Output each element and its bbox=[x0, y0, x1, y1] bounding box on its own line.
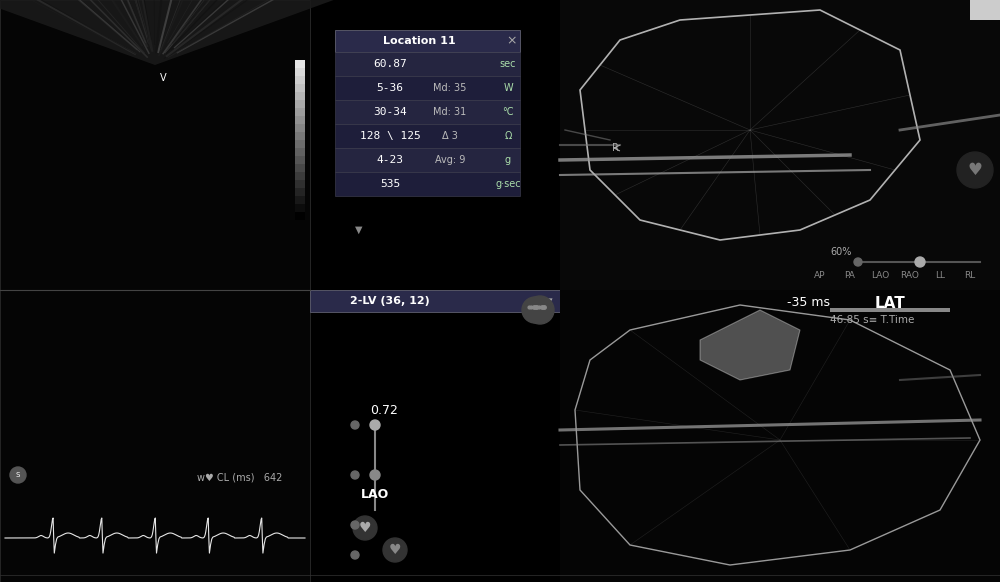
Text: Ω: Ω bbox=[504, 131, 512, 141]
Bar bbox=[295, 140, 305, 148]
Circle shape bbox=[370, 420, 380, 430]
Bar bbox=[295, 100, 305, 108]
Circle shape bbox=[351, 471, 359, 479]
Bar bbox=[295, 76, 305, 84]
Bar bbox=[295, 196, 305, 204]
Text: w♥ CL (ms)   642: w♥ CL (ms) 642 bbox=[197, 472, 283, 482]
Circle shape bbox=[10, 467, 26, 483]
Bar bbox=[335, 124, 520, 148]
Bar bbox=[335, 52, 520, 76]
Text: RAO: RAO bbox=[901, 271, 919, 279]
Text: Location 11: Location 11 bbox=[383, 36, 456, 46]
Bar bbox=[335, 100, 520, 124]
Text: ▾: ▾ bbox=[547, 296, 553, 306]
Text: 60%: 60% bbox=[830, 247, 851, 257]
Circle shape bbox=[383, 538, 407, 562]
Bar bbox=[830, 308, 950, 312]
Bar bbox=[295, 116, 305, 124]
Bar bbox=[295, 108, 305, 116]
Bar bbox=[335, 76, 520, 100]
Bar bbox=[560, 0, 1000, 290]
Bar bbox=[335, 172, 520, 196]
Bar bbox=[335, 30, 520, 52]
Bar bbox=[295, 212, 305, 220]
Circle shape bbox=[522, 297, 548, 323]
Text: PA: PA bbox=[845, 271, 855, 279]
Text: LAO: LAO bbox=[871, 271, 889, 279]
Text: Md: 31: Md: 31 bbox=[433, 107, 467, 117]
Circle shape bbox=[353, 516, 377, 540]
Text: LL: LL bbox=[935, 271, 945, 279]
Text: V: V bbox=[160, 73, 166, 83]
Text: LAO: LAO bbox=[361, 488, 389, 502]
Text: ▼: ▼ bbox=[355, 225, 362, 235]
Bar bbox=[295, 156, 305, 164]
Bar bbox=[295, 124, 305, 132]
Text: 30-34: 30-34 bbox=[373, 107, 407, 117]
Text: sec: sec bbox=[500, 59, 516, 69]
Bar bbox=[970, 0, 1000, 20]
Circle shape bbox=[351, 421, 359, 429]
Bar bbox=[295, 172, 305, 180]
Text: ♥: ♥ bbox=[389, 543, 401, 557]
Text: ♥: ♥ bbox=[968, 161, 982, 179]
Bar bbox=[295, 164, 305, 172]
Bar bbox=[310, 290, 560, 312]
Polygon shape bbox=[700, 310, 800, 380]
Circle shape bbox=[370, 470, 380, 480]
Bar bbox=[295, 92, 305, 100]
Text: 535: 535 bbox=[380, 179, 400, 189]
Bar bbox=[0, 0, 310, 582]
Circle shape bbox=[854, 258, 862, 266]
Text: 2-LV (36, 12): 2-LV (36, 12) bbox=[350, 296, 430, 306]
Text: Md: 35: Md: 35 bbox=[433, 83, 467, 93]
Text: 0.72: 0.72 bbox=[370, 403, 398, 417]
Circle shape bbox=[957, 152, 993, 188]
Polygon shape bbox=[0, 0, 362, 65]
Bar bbox=[295, 132, 305, 140]
Text: g·sec: g·sec bbox=[495, 179, 521, 189]
Text: Δ 3: Δ 3 bbox=[442, 131, 458, 141]
Text: 128 \ 125: 128 \ 125 bbox=[360, 131, 420, 141]
Text: 4-23: 4-23 bbox=[376, 155, 404, 165]
Text: 46.85 s≡ T.Time: 46.85 s≡ T.Time bbox=[830, 315, 914, 325]
Text: 5-36: 5-36 bbox=[376, 83, 404, 93]
Text: S: S bbox=[16, 472, 20, 478]
Text: RL: RL bbox=[964, 271, 976, 279]
Bar bbox=[335, 148, 520, 172]
Bar bbox=[295, 84, 305, 92]
Text: ×: × bbox=[507, 34, 517, 48]
Text: -35 ms: -35 ms bbox=[787, 296, 830, 310]
Text: ♥: ♥ bbox=[359, 521, 371, 535]
Bar bbox=[295, 68, 305, 76]
Text: W: W bbox=[503, 83, 513, 93]
Circle shape bbox=[915, 257, 925, 267]
Circle shape bbox=[526, 296, 554, 324]
Bar bbox=[560, 290, 1000, 582]
Bar bbox=[295, 60, 305, 68]
Bar bbox=[295, 148, 305, 156]
Circle shape bbox=[351, 521, 359, 529]
Text: °C: °C bbox=[502, 107, 514, 117]
Bar bbox=[295, 204, 305, 212]
Text: Avg: 9: Avg: 9 bbox=[435, 155, 465, 165]
Text: LAT: LAT bbox=[875, 296, 906, 311]
Text: 60.87: 60.87 bbox=[373, 59, 407, 69]
Bar bbox=[295, 188, 305, 196]
Text: AP: AP bbox=[814, 271, 826, 279]
Circle shape bbox=[351, 551, 359, 559]
Bar bbox=[295, 180, 305, 188]
Text: R: R bbox=[612, 143, 618, 153]
Text: g: g bbox=[505, 155, 511, 165]
